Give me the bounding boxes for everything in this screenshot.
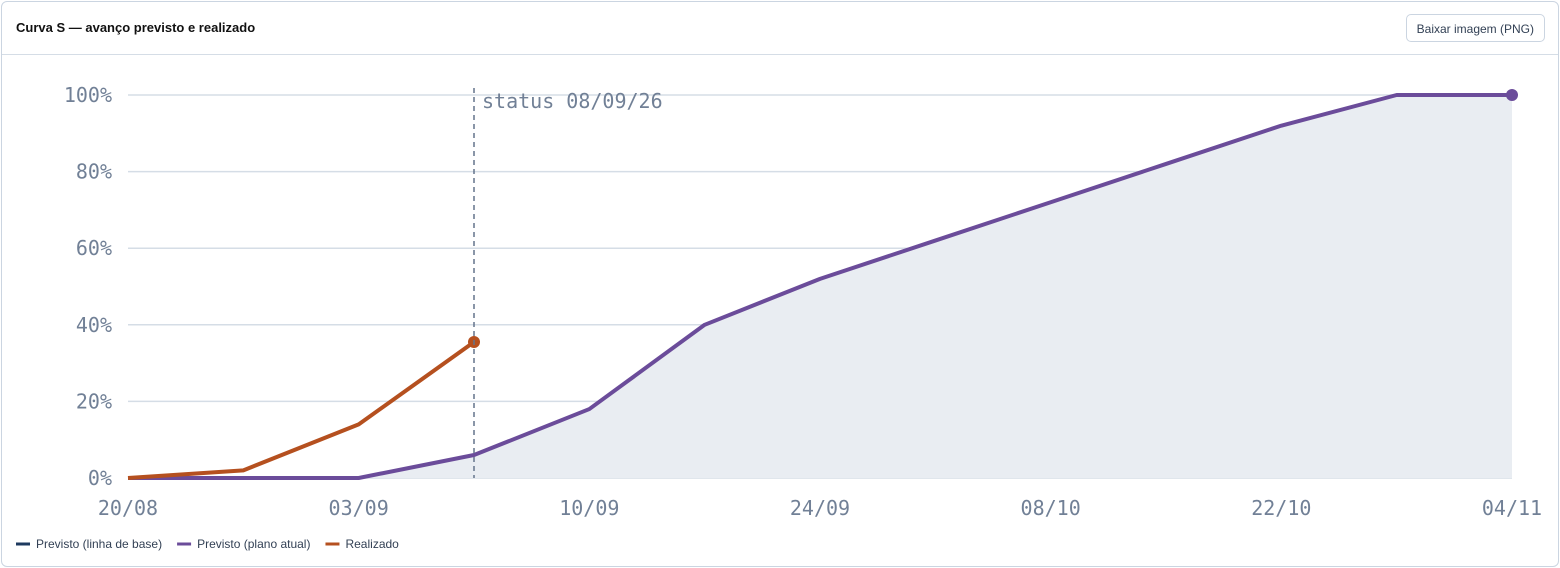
x-tick-label: 22/10 — [1251, 496, 1311, 520]
series-line — [127, 340, 476, 480]
x-tick-label: 24/09 — [790, 496, 850, 520]
x-tick-label: 20/08 — [98, 496, 158, 520]
card-header: Curva S — avanço previsto e realizado Ba… — [2, 2, 1558, 55]
series-line — [128, 93, 1512, 480]
x-tick-label: 03/09 — [329, 496, 389, 520]
y-tick-label: 0% — [88, 466, 112, 490]
status-label: status 08/09/26 — [482, 89, 663, 113]
x-tick-label: 08/10 — [1021, 496, 1081, 520]
end-point — [1506, 89, 1518, 101]
y-tick-label: 60% — [76, 236, 112, 260]
y-tick-label: 100% — [64, 83, 112, 107]
y-tick-label: 20% — [76, 389, 112, 413]
x-tick-label: 10/09 — [559, 496, 619, 520]
y-tick-label: 80% — [76, 160, 112, 184]
y-tick-label: 40% — [76, 313, 112, 337]
x-tick-label: 04/11 — [1482, 496, 1542, 520]
card-title: Curva S — avanço previsto e realizado — [16, 20, 256, 35]
download-button[interactable]: Baixar imagem (PNG) — [1405, 14, 1545, 42]
legend-label: Realizado — [345, 537, 399, 551]
legend-label: Previsto (linha de base) — [36, 537, 162, 551]
legend-label: Previsto (plano atual) — [197, 537, 310, 551]
area — [128, 95, 1512, 478]
